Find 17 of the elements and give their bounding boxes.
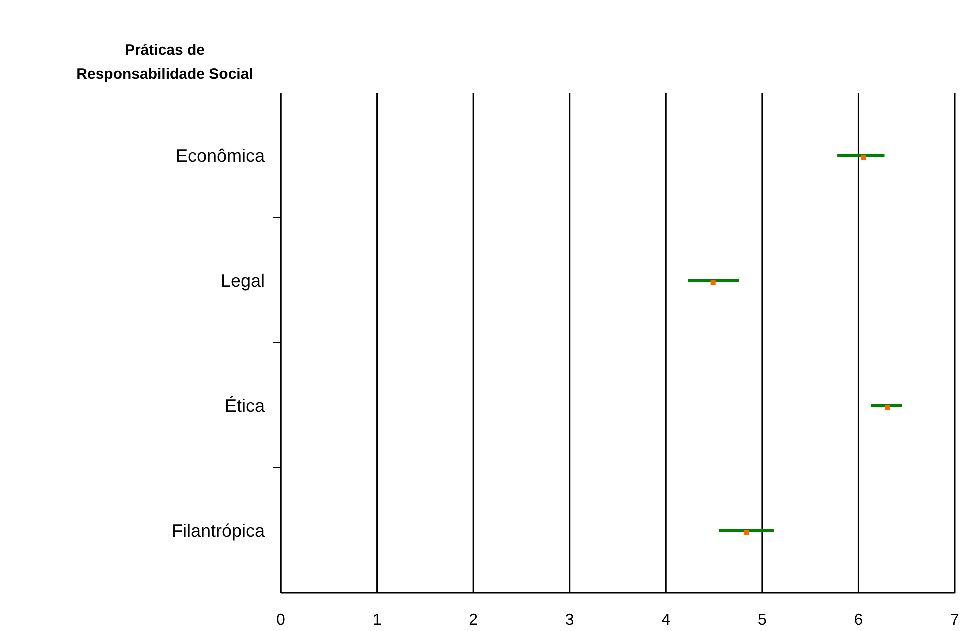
y-axis-title: Práticas de Responsabilidade Social	[76, 42, 254, 83]
x-tick-label: 1	[372, 612, 382, 629]
x-tick-label: 5	[758, 612, 767, 629]
y-tick-label: Ética	[224, 396, 266, 416]
y-tick-label: Econômica	[176, 146, 266, 166]
point	[861, 155, 866, 160]
y-tick-label: Filantrópica	[172, 520, 266, 541]
point	[885, 405, 890, 410]
x-tick-label: 2	[469, 612, 478, 629]
x-tick-label: 3	[565, 612, 574, 629]
point	[744, 530, 750, 535]
point	[710, 280, 716, 285]
x-tick-label: 4	[662, 612, 671, 629]
y-tick-label: Legal	[220, 270, 265, 291]
x-tick-label: 6	[854, 612, 864, 629]
x-tick-label: 0	[276, 612, 286, 629]
x-tick-label: 7	[950, 612, 960, 629]
